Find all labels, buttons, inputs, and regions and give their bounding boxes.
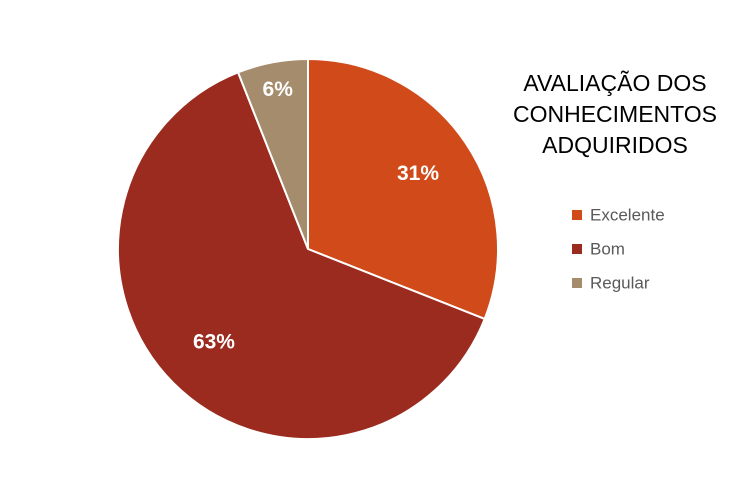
legend-swatch <box>572 278 582 288</box>
chart-title: AVALIAÇÃO DOS CONHECIMENTOS ADQUIRIDOS <box>512 70 718 158</box>
value-label: 63% <box>193 331 235 354</box>
pie-slice <box>236 57 309 250</box>
pie-slice <box>307 57 499 321</box>
legend-label: Excelente <box>590 205 665 224</box>
legend-label: Bom <box>590 239 625 258</box>
pie-slice <box>117 71 486 440</box>
legend-swatch <box>572 210 582 220</box>
value-label: 6% <box>263 78 294 101</box>
legend-label: Regular <box>590 273 650 292</box>
value-label: 31% <box>397 162 439 185</box>
legend-swatch <box>572 244 582 254</box>
